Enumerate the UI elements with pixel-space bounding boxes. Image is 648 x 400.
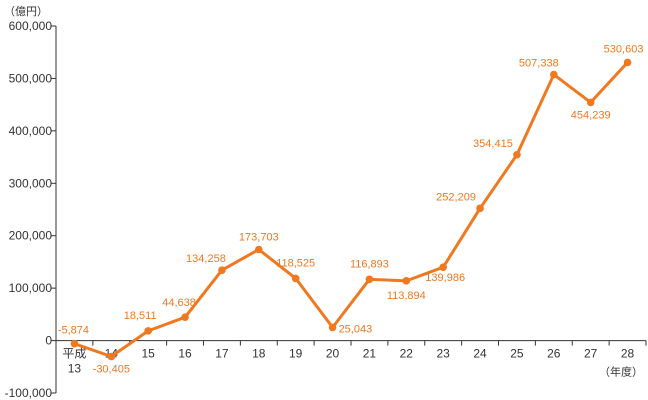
x-tick-label: 17: [215, 347, 229, 361]
x-tick-label: 18: [252, 347, 266, 361]
data-label: 454,239: [571, 109, 611, 121]
y-tick-label: 400,000: [9, 124, 53, 138]
y-tick-label: 500,000: [9, 71, 53, 85]
tick-labels: 600,000 500,000 400,000 300,000 200,000 100,0…: [5, 19, 635, 400]
data-labels: -5,874 -30,405 18,511 44,638 134,258 173,703 1…: [58, 43, 644, 375]
y-tick-label: 300,000: [9, 176, 53, 190]
data-point: [586, 98, 595, 107]
data-label: 116,893: [350, 258, 389, 270]
data-label: 118,525: [276, 257, 315, 269]
data-point: [181, 313, 189, 321]
x-tick-label: 15: [142, 347, 156, 361]
data-label: 173,703: [239, 232, 279, 244]
x-tick-label: 23: [437, 347, 451, 361]
data-point: [144, 327, 152, 335]
x-tick-label: 16: [178, 347, 192, 361]
data-label: 354,415: [473, 138, 513, 150]
data-label: 25,043: [339, 323, 373, 335]
y-tick-label: 600,000: [9, 19, 53, 33]
x-tick-label: 27: [584, 347, 598, 361]
data-point: [513, 150, 521, 159]
x-tick-label: 平成 13: [62, 347, 86, 376]
data-label: -5,874: [58, 325, 89, 337]
y-tick-label: 200,000: [9, 229, 53, 243]
x-tick-label: 26: [547, 347, 561, 361]
data-point: [476, 204, 484, 213]
y-unit-label: （億円）: [4, 5, 48, 18]
data-point: [107, 352, 116, 361]
y-tick-label: 0: [45, 334, 52, 348]
data-point: [218, 266, 226, 274]
x-tick-label: 19: [289, 347, 303, 361]
data-label: 507,338: [519, 58, 559, 70]
data-point: [328, 323, 337, 332]
data-label: 113,894: [387, 290, 426, 302]
data-label: 134,258: [186, 253, 226, 265]
data-point: [291, 274, 300, 283]
data-point: [623, 58, 632, 67]
x-tick-label: 28: [621, 347, 635, 361]
data-point: [439, 263, 447, 271]
data-label: 44,638: [162, 297, 196, 309]
series-group: [70, 58, 632, 361]
data-label: 18,511: [124, 310, 157, 322]
x-tick-label: 22: [400, 347, 414, 361]
data-point: [550, 70, 558, 79]
data-label: 139,986: [425, 272, 465, 284]
x-tick-label: 24: [473, 347, 487, 361]
x-tick-label: 20: [326, 347, 340, 361]
x-tick-label: 21: [363, 347, 377, 361]
data-label: 530,603: [604, 43, 644, 55]
data-label: 252,209: [436, 191, 476, 203]
data-point: [70, 339, 79, 348]
x-tick-label: 25: [510, 347, 524, 361]
data-point: [365, 275, 374, 284]
data-label: -30,405: [93, 364, 130, 376]
y-tick-label: -100,000: [5, 386, 53, 400]
series-line: [73, 61, 629, 358]
data-point: [255, 245, 263, 254]
x-unit-label: （年度）: [599, 365, 643, 379]
y-tick-label: 100,000: [9, 281, 53, 295]
data-point: [402, 277, 411, 285]
